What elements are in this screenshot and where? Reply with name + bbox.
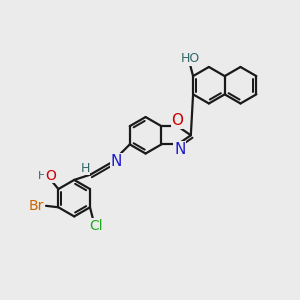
- Text: H: H: [38, 171, 46, 181]
- Text: N: N: [174, 142, 186, 157]
- Text: H: H: [80, 162, 90, 175]
- Text: O: O: [172, 113, 184, 128]
- Text: O: O: [45, 169, 56, 183]
- Text: N: N: [111, 154, 122, 169]
- Text: Br: Br: [29, 199, 44, 213]
- Text: Cl: Cl: [89, 219, 103, 232]
- Text: HO: HO: [181, 52, 200, 65]
